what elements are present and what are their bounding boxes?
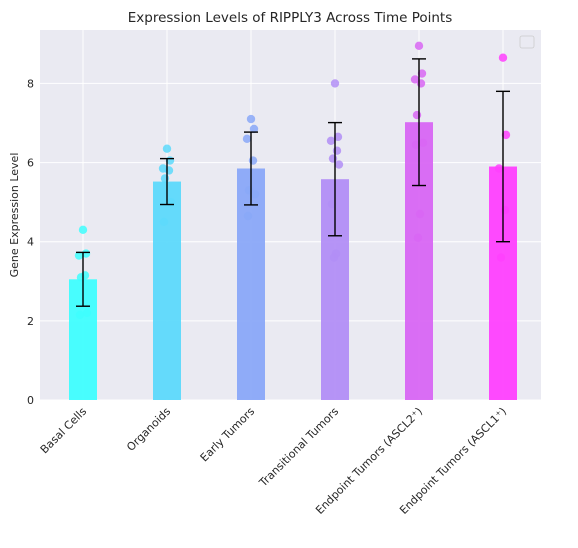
data-point — [418, 138, 428, 147]
data-point — [417, 69, 427, 78]
plot-background — [40, 30, 541, 400]
data-point — [246, 114, 256, 124]
y-tick-label: 0 — [27, 394, 34, 407]
y-axis-label: Gene Expression Level — [8, 153, 21, 278]
data-point — [249, 124, 259, 134]
data-point — [78, 225, 88, 235]
data-point — [410, 75, 420, 84]
bars — [69, 122, 517, 400]
data-point — [498, 53, 508, 62]
data-point — [334, 160, 344, 169]
chart-title: Expression Levels of RIPPLY3 Across Time… — [128, 10, 453, 26]
data-point — [412, 110, 422, 120]
data-point — [500, 205, 510, 215]
data-point — [416, 79, 426, 88]
data-point — [75, 310, 85, 320]
data-point — [248, 156, 258, 165]
y-tick-label: 6 — [27, 157, 34, 170]
data-point — [164, 166, 174, 175]
y-tick-label: 2 — [27, 315, 34, 328]
data-point — [250, 190, 260, 199]
data-point — [159, 217, 169, 227]
data-point — [411, 140, 421, 149]
x-tick-label: Organoids — [124, 405, 173, 454]
error-bar-5 — [412, 58, 426, 187]
y-tick-label: 4 — [27, 236, 34, 249]
x-tick-labels: Basal Cells Organoids Early Tumors Transiti… — [38, 405, 509, 517]
x-tick-label: Early Tumors — [198, 405, 258, 465]
data-point — [162, 144, 172, 153]
error-bar-6 — [496, 90, 510, 243]
data-point — [328, 154, 338, 163]
data-point — [333, 132, 343, 142]
data-point — [160, 174, 170, 183]
bar-3 — [237, 168, 265, 400]
x-tick-label: Basal Cells — [38, 405, 90, 457]
data-point — [330, 79, 340, 88]
data-point — [496, 253, 506, 262]
error-bar-2 — [160, 157, 174, 206]
y-tick-labels: 0 2 4 6 8 — [27, 77, 34, 407]
error-bar-3 — [244, 131, 258, 206]
data-point — [242, 134, 252, 144]
error-bars — [76, 58, 510, 307]
data-point — [74, 251, 84, 260]
data-point — [326, 136, 336, 146]
error-bar-4 — [328, 121, 342, 237]
error-bar-1 — [76, 251, 90, 307]
data-point — [243, 211, 253, 221]
data-point — [327, 199, 337, 209]
data-point — [81, 249, 91, 258]
data-point — [494, 164, 504, 173]
data-point — [415, 209, 425, 219]
data-point — [76, 273, 86, 282]
data-point — [332, 146, 342, 155]
bar-2 — [153, 181, 181, 400]
legend-box — [519, 35, 535, 49]
data-point — [414, 41, 424, 51]
data-point — [329, 253, 339, 262]
y-tick-label: 8 — [27, 77, 34, 90]
data-point — [501, 130, 511, 140]
data-point — [413, 233, 423, 242]
data-point — [82, 308, 92, 318]
x-tick-label: Transitional Tumors — [256, 405, 341, 490]
